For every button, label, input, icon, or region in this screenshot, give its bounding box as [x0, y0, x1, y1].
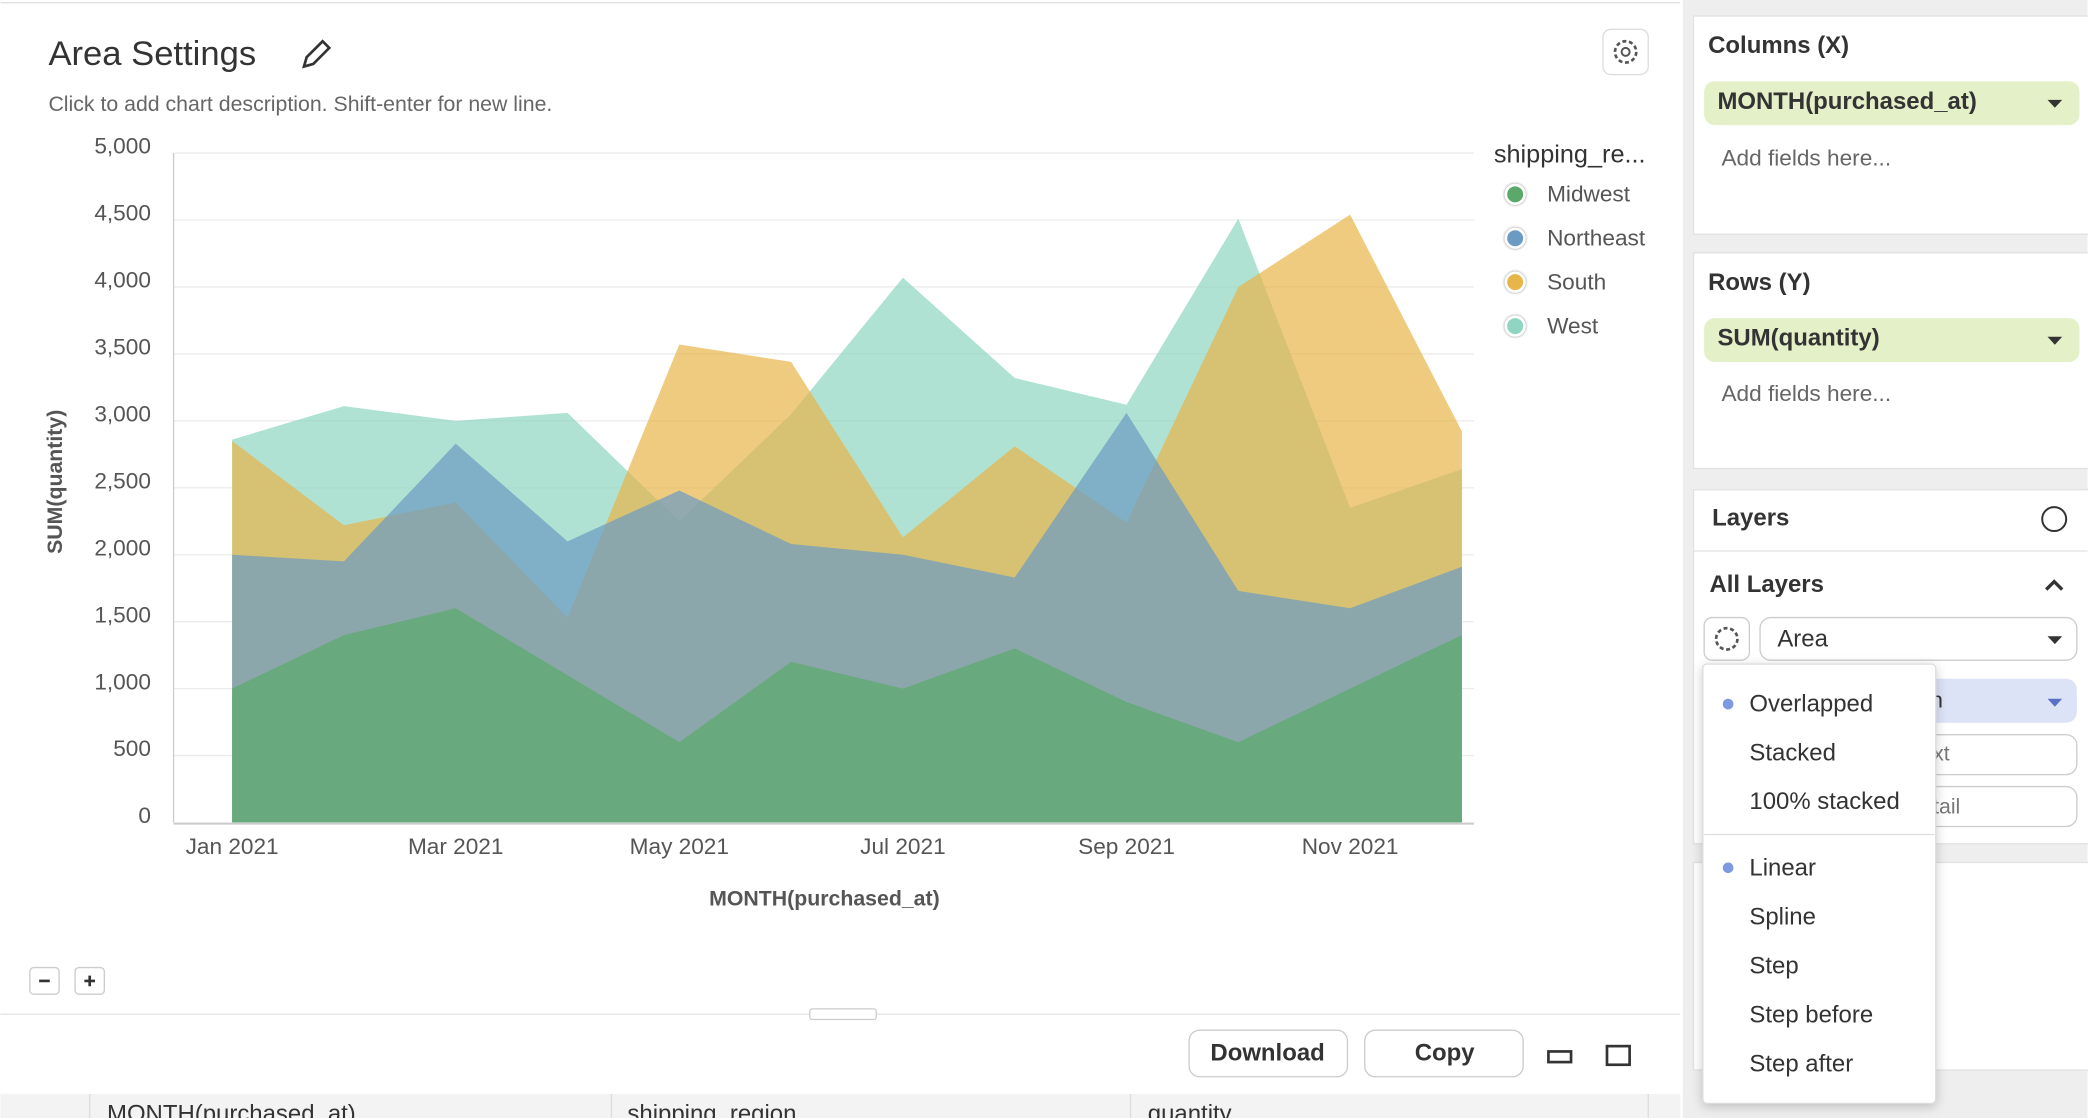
y-tick-label: 5,000	[94, 134, 151, 159]
legend-marker	[1504, 315, 1526, 337]
menu-item[interactable]: Overlapped	[1749, 691, 1873, 718]
fragment: tail	[1933, 795, 1960, 819]
y-tick-label: 500	[113, 736, 151, 761]
chart-settings-button[interactable]	[1602, 28, 1649, 76]
table-separators	[89, 1094, 1649, 1118]
rows-pill[interactable]	[1704, 318, 2080, 363]
collapse-caret[interactable]	[2045, 579, 2064, 591]
menu-item[interactable]: Step before	[1749, 1001, 1873, 1028]
menu-item[interactable]: 100% stacked	[1749, 788, 1899, 815]
area	[232, 608, 1462, 823]
columns-pill[interactable]	[1704, 81, 2080, 126]
menu-item[interactable]: Linear	[1749, 854, 1816, 881]
legend-marker	[1504, 183, 1526, 205]
y-tick-label: 2,000	[94, 535, 151, 560]
rows-label: Rows (Y)	[1708, 269, 1810, 296]
caret	[2047, 636, 2063, 645]
plus-icon	[84, 975, 96, 987]
y-tick-label: 0	[138, 803, 151, 828]
x-tick-label: Sep 2021	[1078, 834, 1175, 859]
placeholder[interactable]: Add fields here...	[1721, 146, 1891, 171]
collapse-icon[interactable]	[1547, 1050, 1573, 1064]
y-axis-label: SUM(quantity)	[43, 410, 67, 554]
legend-label: Midwest	[1547, 182, 1631, 207]
chart: 0 500 1,000 1,500 2,000 2,500 3,000 3,500 4,000 4…	[43, 134, 1646, 911]
fragment: xt	[1933, 741, 1950, 765]
x-axis-label: MONTH(purchased_at)	[709, 886, 940, 910]
x-tick-label: Jan 2021	[186, 834, 279, 859]
legend-label: West	[1547, 313, 1599, 338]
legend-label: South	[1547, 269, 1606, 294]
layer-settings-button[interactable]	[1703, 616, 1751, 661]
y-tick-label: 1,000	[94, 669, 151, 694]
caret	[2047, 698, 2063, 707]
legend-title: shipping_re...	[1494, 140, 1646, 168]
menu-items: Overlapped Stacked 100% stacked Linear Splin…	[1722, 691, 1900, 1077]
table-column: shipping_region	[627, 1101, 796, 1118]
x-tick-label: May 2021	[630, 834, 729, 859]
table-column: quantity	[1148, 1101, 1232, 1118]
y-tick-label: 1,500	[94, 602, 151, 627]
x-tick-label: Jul 2021	[860, 834, 945, 859]
menu-item[interactable]: Stacked	[1749, 739, 1836, 766]
encoding-pill[interactable]	[1890, 678, 2077, 723]
table-column: MONTH(purchased_at)	[107, 1101, 356, 1118]
edit-icon[interactable]	[302, 39, 332, 69]
info-icon[interactable]	[2041, 506, 2068, 533]
all-layers-label[interactable]: All Layers	[1709, 571, 1823, 598]
layers-label: Layers	[1712, 504, 1789, 531]
download-button[interactable]	[1188, 1029, 1349, 1078]
copy-label: Copy	[1415, 1039, 1476, 1066]
chart-title[interactable]: Area Settings	[48, 35, 256, 73]
selected-dot	[1722, 862, 1734, 874]
gear-icon-center	[1620, 46, 1631, 57]
caret	[2047, 99, 2063, 108]
caret	[2047, 336, 2063, 345]
mark-type-select[interactable]	[1759, 616, 2078, 661]
y-tick-label: 4,000	[94, 268, 151, 293]
chart-description[interactable]: Click to add chart description. Shift-en…	[48, 92, 552, 116]
menu-item[interactable]: Step after	[1749, 1050, 1853, 1077]
table-header	[0, 1094, 1681, 1118]
x-tick-label: Nov 2021	[1302, 834, 1399, 859]
gear-icon	[1613, 39, 1638, 64]
placeholder[interactable]: Add fields here...	[1721, 381, 1891, 406]
legend-label: Northeast	[1547, 226, 1646, 251]
expand-icon[interactable]	[1605, 1044, 1631, 1067]
resize-handle[interactable]	[809, 1008, 877, 1021]
copy-button[interactable]	[1364, 1029, 1524, 1078]
download-label: Download	[1210, 1039, 1324, 1066]
y-tick-label: 2,500	[94, 468, 151, 493]
y-tick-label: 3,500	[94, 335, 151, 360]
x-tick-label: Mar 2021	[408, 834, 504, 859]
columns-field: MONTH(purchased_at)	[1717, 88, 1976, 115]
columns-label: Columns (X)	[1708, 32, 1849, 59]
selected-dot	[1722, 698, 1734, 710]
rows-field: SUM(quantity)	[1717, 325, 1879, 352]
legend-marker	[1504, 227, 1526, 249]
menu-item[interactable]: Step	[1749, 952, 1798, 979]
menu-item[interactable]: Spline	[1749, 903, 1816, 930]
dropdown-menu	[1702, 663, 1937, 1105]
legend-marker	[1504, 271, 1526, 293]
y-tick-label: 4,500	[94, 201, 151, 226]
mark-type: Area	[1777, 626, 1828, 653]
y-tick-label: 3,000	[94, 401, 151, 426]
